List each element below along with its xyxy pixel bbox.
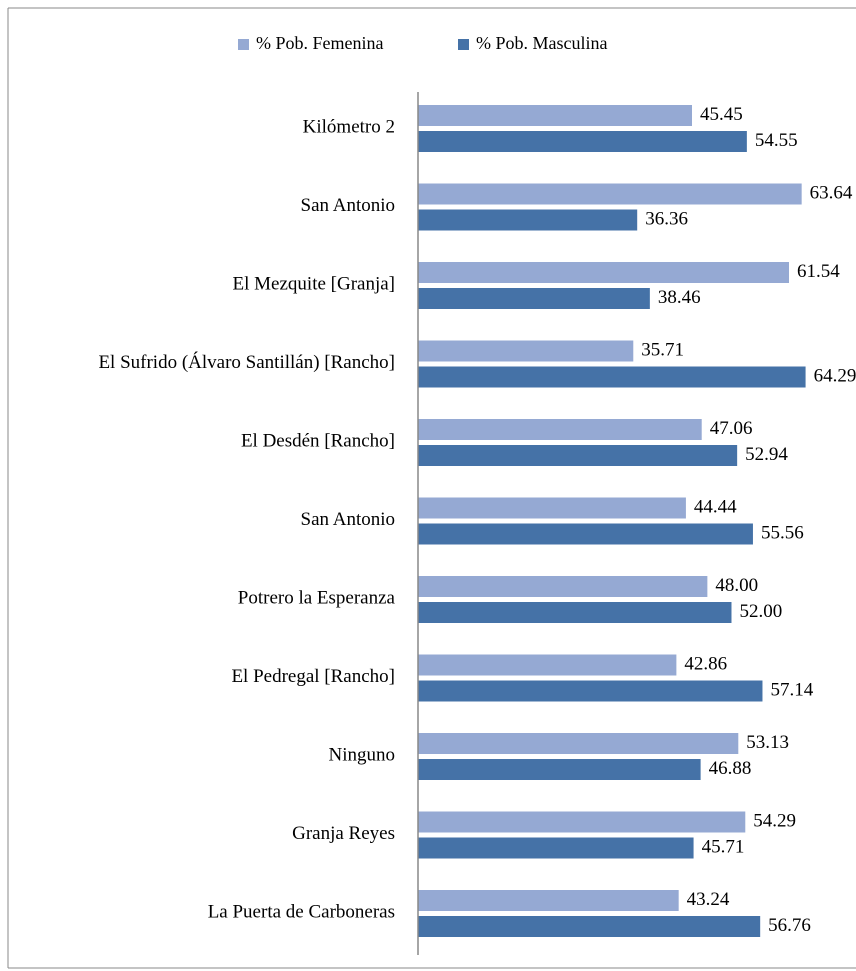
value-label: 42.86 xyxy=(684,653,727,674)
bar xyxy=(418,288,650,309)
category-label: El Sufrido (Álvaro Santillán) [Rancho] xyxy=(98,351,395,373)
category-label: San Antonio xyxy=(301,195,395,216)
value-label: 38.46 xyxy=(658,287,701,308)
value-label: 52.94 xyxy=(745,444,788,465)
bar xyxy=(418,105,692,126)
category-label: Ninguno xyxy=(329,744,396,765)
bar xyxy=(418,576,708,597)
bar xyxy=(418,183,802,205)
legend-swatch xyxy=(238,39,249,50)
value-label: 46.88 xyxy=(709,758,752,779)
value-label: 45.71 xyxy=(702,836,745,857)
value-label: 61.54 xyxy=(797,261,840,282)
bar xyxy=(418,497,686,519)
bar xyxy=(418,602,732,623)
legend-label: % Pob. Masculina xyxy=(476,33,607,53)
bar xyxy=(418,262,789,283)
bar xyxy=(418,916,761,937)
bar xyxy=(418,523,753,545)
value-label: 54.55 xyxy=(755,130,798,151)
bar xyxy=(418,733,739,754)
legend-label: % Pob. Femenina xyxy=(256,33,384,53)
value-label: 57.14 xyxy=(770,679,813,700)
category-label: San Antonio xyxy=(301,509,395,530)
value-label: 36.36 xyxy=(645,208,688,229)
category-label: Kilómetro 2 xyxy=(303,116,395,137)
bar xyxy=(418,340,634,362)
bar xyxy=(418,654,677,676)
value-label: 44.44 xyxy=(694,496,737,517)
value-label: 43.24 xyxy=(687,889,730,910)
bar xyxy=(418,890,679,911)
category-label: El Pedregal [Rancho] xyxy=(231,666,395,687)
value-label: 63.64 xyxy=(810,182,853,203)
bar xyxy=(418,680,763,702)
bar xyxy=(418,366,806,388)
legend-swatch xyxy=(458,39,469,50)
bar xyxy=(418,811,746,833)
value-label: 53.13 xyxy=(746,732,789,753)
bar xyxy=(418,445,738,466)
bar xyxy=(418,759,701,780)
value-label: 52.00 xyxy=(739,601,782,622)
value-label: 64.29 xyxy=(814,365,856,386)
value-label: 56.76 xyxy=(768,915,811,936)
category-label: La Puerta de Carboneras xyxy=(208,901,395,922)
category-label: Potrero la Esperanza xyxy=(238,587,396,608)
value-label: 55.56 xyxy=(761,522,804,543)
category-label: El Desdén [Rancho] xyxy=(241,430,395,451)
value-label: 47.06 xyxy=(710,418,753,439)
category-label: Granja Reyes xyxy=(292,823,395,844)
category-label: El Mezquite [Granja] xyxy=(233,273,395,294)
bar xyxy=(418,131,747,152)
bar xyxy=(418,209,638,231)
value-label: 35.71 xyxy=(641,339,684,360)
bar xyxy=(418,837,694,859)
bar xyxy=(418,419,702,440)
value-label: 54.29 xyxy=(753,810,796,831)
value-label: 45.45 xyxy=(700,104,743,125)
value-label: 48.00 xyxy=(715,575,758,596)
